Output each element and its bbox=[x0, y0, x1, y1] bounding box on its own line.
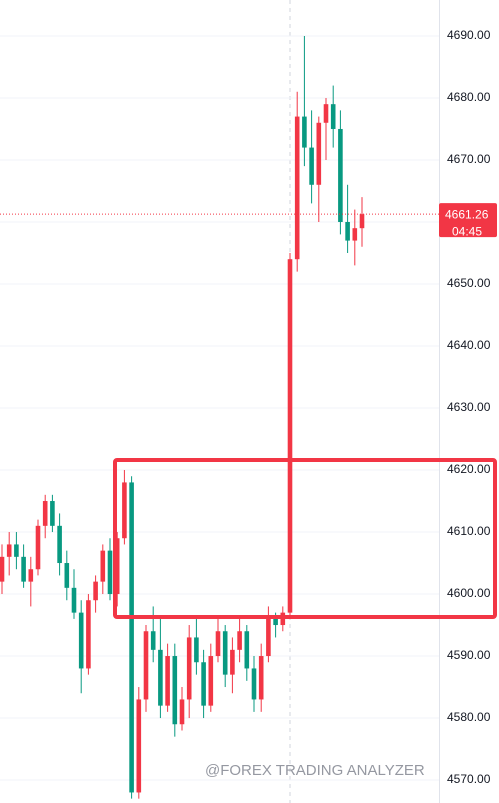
candle-body bbox=[359, 214, 365, 229]
candle-body bbox=[100, 550, 106, 582]
candle-body bbox=[28, 569, 34, 582]
candle-body bbox=[35, 525, 41, 570]
candle-body bbox=[186, 637, 192, 700]
y-tick-label: 4640.00 bbox=[447, 338, 491, 352]
candle-body bbox=[338, 128, 343, 222]
candle-body bbox=[201, 662, 206, 706]
candle-body bbox=[158, 649, 163, 706]
last-price-box bbox=[439, 203, 497, 238]
y-tick-label: 4620.00 bbox=[447, 462, 491, 476]
candle-body bbox=[64, 563, 70, 588]
candle-body bbox=[78, 612, 84, 669]
y-tick-label: 4670.00 bbox=[447, 152, 491, 166]
candle-body bbox=[150, 631, 156, 650]
candle-body bbox=[258, 656, 264, 700]
candle-body bbox=[287, 259, 293, 613]
candle-body bbox=[323, 104, 329, 123]
candle-body bbox=[266, 618, 271, 657]
candle-body bbox=[345, 221, 350, 241]
candle-body bbox=[0, 556, 5, 582]
y-tick-label: 4680.00 bbox=[447, 90, 491, 104]
candle-body bbox=[309, 147, 314, 185]
candle-body bbox=[352, 228, 358, 241]
watermark: @FOREX TRADING ANALYZER bbox=[205, 762, 425, 779]
candle-body bbox=[136, 699, 142, 793]
candle-body bbox=[21, 556, 26, 582]
y-tick-label: 4650.00 bbox=[447, 276, 491, 290]
candle-body bbox=[330, 104, 336, 129]
candle-body bbox=[143, 631, 149, 700]
candle-body bbox=[244, 631, 250, 669]
y-tick-label: 4580.00 bbox=[447, 710, 491, 724]
countdown-label: 04:45 bbox=[452, 224, 482, 238]
candle-body bbox=[172, 656, 178, 725]
candle-body bbox=[122, 482, 127, 539]
candle-body bbox=[165, 656, 170, 706]
candle-body bbox=[215, 631, 221, 657]
candle-body bbox=[93, 581, 98, 601]
candle-body bbox=[208, 656, 214, 706]
candle-body bbox=[14, 544, 19, 557]
y-tick-label: 4600.00 bbox=[447, 586, 491, 600]
candle-body bbox=[251, 668, 257, 700]
y-tick-label: 4570.00 bbox=[447, 772, 491, 786]
plot: 4570.00 4580.00 4590.00 4600.00 4610.00 4620.… bbox=[0, 28, 491, 799]
candle-body bbox=[316, 122, 322, 185]
candle-body bbox=[114, 538, 120, 595]
zone-box bbox=[113, 458, 497, 619]
candle-body bbox=[129, 482, 134, 793]
last-price-label: 4661.26 bbox=[445, 207, 489, 221]
candle-body bbox=[42, 501, 48, 526]
candle-body bbox=[237, 631, 242, 650]
candle-body bbox=[71, 587, 77, 613]
y-tick-label: 4610.00 bbox=[447, 524, 491, 538]
candle-body bbox=[302, 116, 307, 148]
candle-body bbox=[6, 544, 12, 557]
candle-body bbox=[86, 600, 91, 669]
candle-body bbox=[50, 501, 55, 526]
y-tick-label: 4630.00 bbox=[447, 400, 491, 414]
y-tick-label: 4690.00 bbox=[447, 28, 491, 42]
candle-body bbox=[179, 699, 185, 725]
y-tick-label: 4590.00 bbox=[447, 648, 491, 662]
candle-body bbox=[273, 618, 278, 626]
candle-body bbox=[230, 649, 235, 675]
candle-body bbox=[194, 637, 199, 663]
candle-body bbox=[57, 525, 62, 564]
candle-body bbox=[107, 550, 113, 595]
candle-body bbox=[294, 116, 300, 260]
candle-body bbox=[222, 631, 228, 675]
